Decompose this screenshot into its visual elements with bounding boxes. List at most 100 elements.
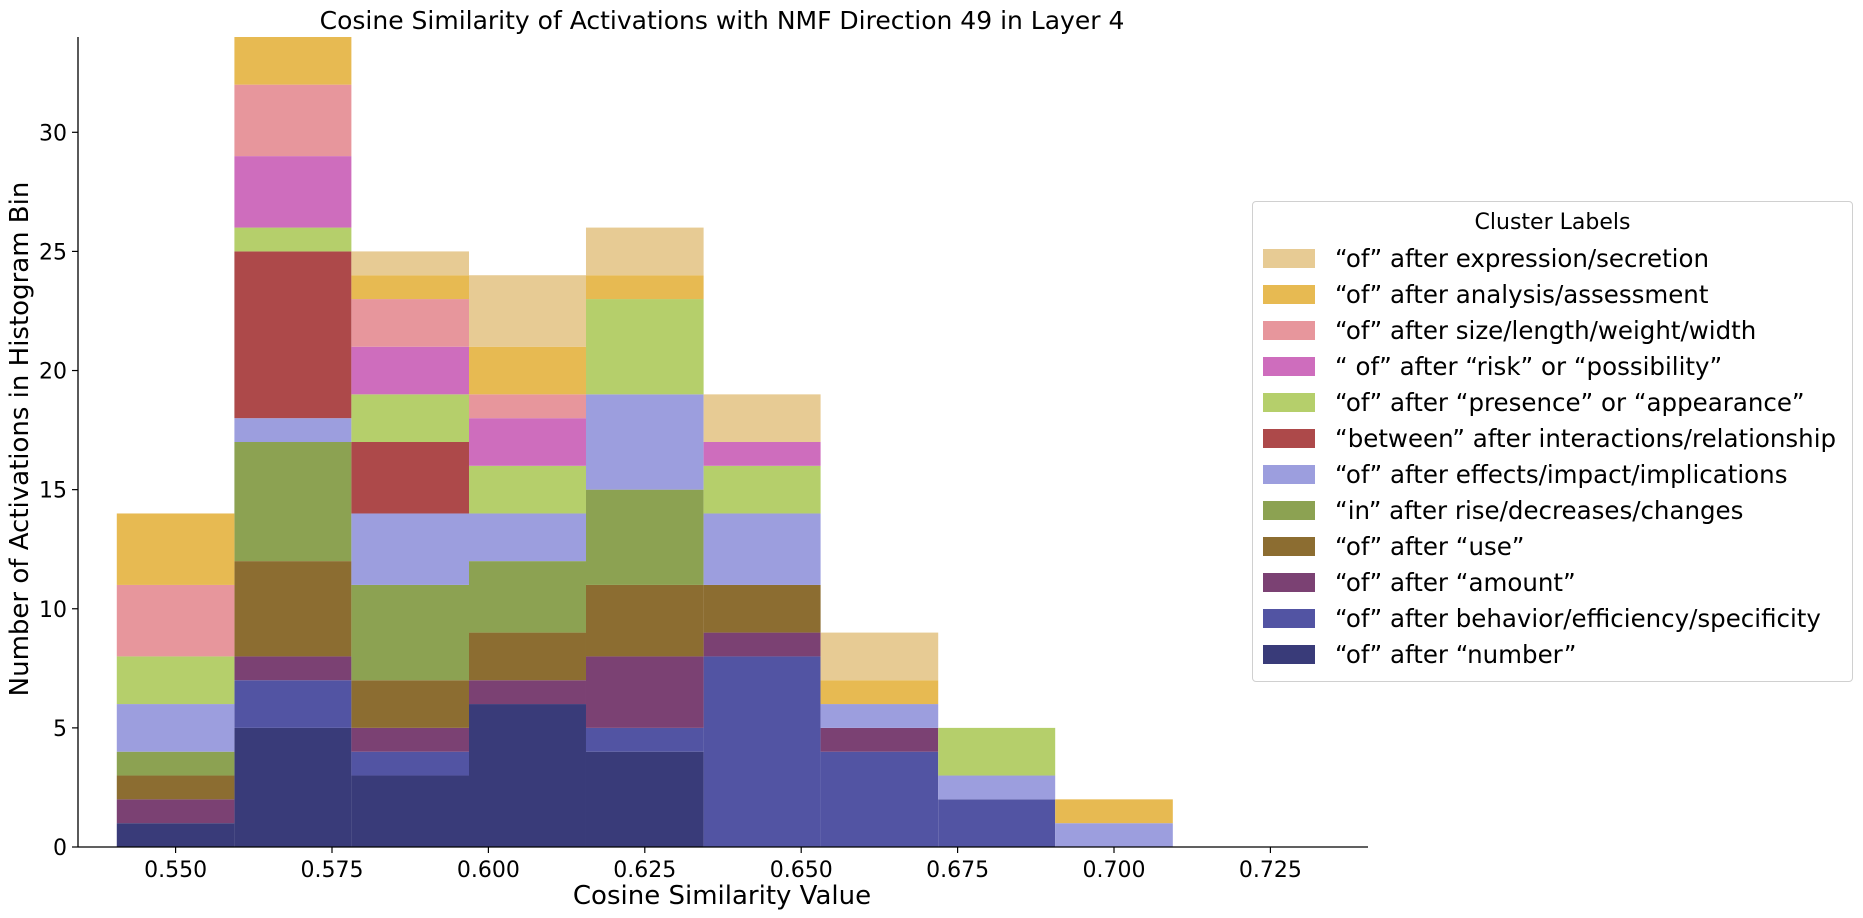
y-tick-label: 30 — [39, 121, 67, 146]
bar-segment-series-8-bin-1 — [234, 156, 352, 228]
x-tick-label: 0.650 — [770, 858, 833, 883]
bar-segment-series-7-bin-0 — [116, 656, 235, 705]
chart-title: Cosine Similarity of Activations with NM… — [320, 6, 1125, 35]
legend-swatch — [1263, 320, 1315, 340]
y-tick-label: 25 — [39, 240, 67, 265]
bar-segment-series-3-bin-0 — [116, 775, 235, 800]
legend-swatch — [1263, 608, 1315, 628]
bar-segment-series-9-bin-2 — [351, 299, 470, 347]
legend-swatch — [1263, 284, 1315, 304]
bar-segment-series-10-bin-6 — [820, 680, 939, 705]
legend-label: “of” after “use” — [1335, 531, 1525, 561]
legend-label: “of” after size/length/weight/width — [1335, 315, 1757, 345]
legend-entry: “between” after interactions/relationshi… — [1263, 423, 1836, 453]
bar-segment-series-5-bin-8 — [1055, 823, 1173, 847]
bar-segment-series-0-bin-1 — [234, 727, 352, 847]
legend-label: “of” after “amount” — [1335, 567, 1576, 597]
bar-segment-series-5-bin-6 — [820, 704, 939, 728]
legend-entry: “of” after “presence” or “appearance” — [1263, 387, 1805, 417]
bar-segment-series-10-bin-1 — [234, 37, 352, 85]
legend: Cluster Labels “of” after expression/sec… — [1252, 201, 1853, 682]
bar-segment-series-7-bin-3 — [469, 465, 586, 514]
bar-segment-series-7-bin-2 — [351, 394, 470, 442]
bar-segment-series-1-bin-5 — [703, 656, 821, 847]
bar-segment-series-11-bin-6 — [820, 632, 939, 681]
bar-segment-series-7-bin-5 — [703, 465, 821, 514]
y-tick-label: 20 — [39, 360, 67, 385]
bar-segment-series-6-bin-2 — [351, 442, 470, 514]
legend-entry: “of” after behavior/efficiency/specifici… — [1263, 603, 1821, 633]
legend-label: “ of” after “risk” or “possibility” — [1335, 351, 1723, 381]
bar-segment-series-0-bin-2 — [351, 775, 470, 847]
bar-segment-series-4-bin-4 — [585, 489, 704, 585]
legend-entry: “of” after expression/secretion — [1263, 243, 1709, 273]
bar-segment-series-11-bin-2 — [351, 251, 470, 276]
bar-segment-series-5-bin-7 — [938, 775, 1056, 800]
y-axis-ticks: 0 5 10 15 20 25 30 — [39, 121, 78, 861]
legend-swatch — [1263, 500, 1315, 520]
x-tick-label: 0.675 — [926, 858, 989, 883]
bar-segment-series-2-bin-0 — [116, 799, 235, 824]
legend-entry: “of” after size/length/weight/width — [1263, 315, 1756, 345]
bar-segment-series-1-bin-7 — [938, 799, 1056, 847]
bar-segment-series-1-bin-6 — [820, 751, 939, 847]
bar-segment-series-4-bin-2 — [351, 584, 470, 681]
x-tick-label: 0.575 — [301, 858, 364, 883]
bar-segment-series-2-bin-1 — [234, 656, 352, 681]
bar-segment-series-8-bin-5 — [703, 442, 821, 466]
bar-segment-series-4-bin-3 — [469, 561, 586, 633]
bar-segment-series-11-bin-3 — [469, 275, 586, 347]
y-tick-label: 10 — [39, 598, 67, 623]
bar-segment-series-1-bin-2 — [351, 751, 470, 776]
bar-segment-series-10-bin-8 — [1055, 799, 1173, 824]
legend-entry: “in” after rise/decreases/changes — [1263, 495, 1743, 525]
y-tick-label: 15 — [39, 479, 67, 504]
bar-segment-series-0-bin-4 — [585, 751, 704, 847]
y-tick-label: 5 — [53, 717, 67, 742]
legend-entry: “of” after “number” — [1263, 639, 1576, 669]
bar-segment-series-10-bin-3 — [469, 346, 586, 395]
bar-segment-series-3-bin-5 — [703, 584, 821, 633]
x-tick-label: 0.625 — [613, 858, 676, 883]
bar-segment-series-6-bin-1 — [234, 251, 352, 419]
bar-segment-series-11-bin-5 — [703, 394, 821, 442]
bar-segment-series-3-bin-1 — [234, 561, 352, 657]
bar-segment-series-2-bin-2 — [351, 727, 470, 752]
y-tick-label: 0 — [53, 836, 67, 861]
legend-label: “of” after behavior/efficiency/specifici… — [1335, 603, 1821, 633]
legend-title: Cluster Labels — [1474, 210, 1631, 235]
legend-entry: “of” after effects/impact/implications — [1263, 459, 1787, 489]
bar-segment-series-7-bin-4 — [585, 299, 704, 395]
bar-segment-series-8-bin-2 — [351, 346, 470, 395]
x-axis-ticks: 0.550 0.575 0.600 0.625 0.650 0.675 0.700 0.725 — [144, 847, 1302, 883]
legend-label: “of” after “number” — [1335, 639, 1577, 669]
bar-segment-series-10-bin-2 — [351, 275, 470, 300]
x-tick-label: 0.550 — [144, 858, 207, 883]
legend-entry: “of” after “use” — [1263, 531, 1525, 561]
y-axis-title: Number of Activations in Histogram Bin — [5, 182, 35, 697]
bar-segment-series-8-bin-3 — [469, 418, 586, 466]
bar-segment-series-0-bin-3 — [469, 704, 586, 847]
legend-entry: “of” after “amount” — [1263, 567, 1576, 597]
bar-segment-series-1-bin-1 — [234, 680, 352, 728]
bar-segment-series-5-bin-3 — [469, 513, 586, 562]
bar-layer — [116, 37, 1173, 847]
x-tick-label: 0.725 — [1239, 858, 1302, 883]
legend-swatch — [1263, 428, 1315, 448]
bar-segment-series-2-bin-6 — [820, 727, 939, 752]
legend-swatch — [1263, 572, 1315, 592]
bar-segment-series-5-bin-4 — [585, 394, 704, 490]
bar-segment-series-10-bin-0 — [116, 513, 235, 585]
bar-segment-series-4-bin-0 — [116, 751, 235, 776]
legend-label: “of” after effects/impact/implications — [1335, 459, 1788, 489]
x-tick-label: 0.600 — [457, 858, 520, 883]
bar-segment-series-2-bin-5 — [703, 632, 821, 657]
legend-entry: “ of” after “risk” or “possibility” — [1263, 351, 1722, 381]
bar-segment-series-2-bin-3 — [469, 680, 586, 705]
bar-segment-series-11-bin-4 — [585, 227, 704, 276]
bar-segment-series-0-bin-0 — [116, 823, 235, 847]
legend-label: “of” after expression/secretion — [1335, 243, 1710, 273]
legend-label: “between” after interactions/relationshi… — [1335, 423, 1837, 453]
legend-swatch — [1263, 464, 1315, 484]
